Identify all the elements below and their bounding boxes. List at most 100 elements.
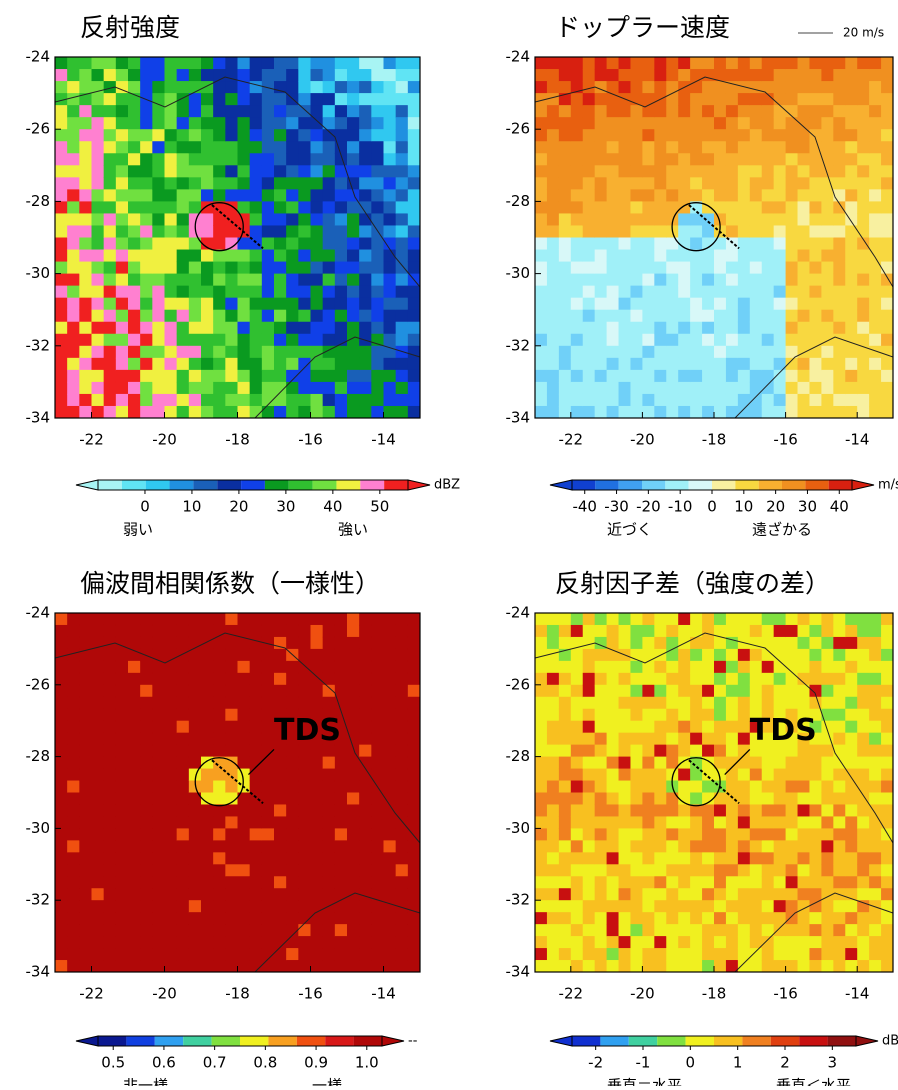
field-cell	[213, 334, 226, 347]
colorbar-tick-label: 30	[276, 498, 295, 516]
field-cell	[845, 262, 857, 275]
field-cell	[881, 213, 893, 226]
field-cell	[79, 225, 92, 238]
field-cell	[274, 225, 287, 238]
field-cell	[298, 625, 311, 637]
field-cell	[128, 840, 141, 852]
field-cell	[140, 912, 153, 924]
field-cell	[630, 81, 642, 94]
field-cell	[140, 153, 153, 166]
field-cell	[869, 793, 881, 805]
field-cell	[104, 370, 117, 383]
field-cell	[583, 912, 595, 924]
field-cell	[92, 828, 105, 840]
field-cell	[335, 346, 348, 359]
field-cell	[213, 81, 226, 94]
field-cell	[547, 358, 559, 371]
field-cell	[666, 852, 678, 864]
field-cell	[274, 334, 287, 347]
field-cell	[619, 709, 631, 721]
field-cell	[798, 912, 810, 924]
field-cell	[702, 840, 714, 852]
field-cell	[786, 649, 798, 661]
field-cell	[335, 936, 348, 948]
field-cell	[140, 117, 153, 130]
field-cell	[881, 394, 893, 407]
field-cell	[654, 406, 666, 419]
colorbar-segment	[600, 1036, 628, 1046]
field-cell	[250, 697, 263, 709]
field-cell	[607, 57, 619, 70]
field-cell	[335, 69, 348, 82]
field-cell	[323, 177, 336, 190]
field-cell	[774, 781, 786, 793]
field-cell	[535, 816, 547, 828]
y-tick-label: -26	[506, 675, 531, 693]
field-cell	[323, 238, 336, 251]
field-cell	[189, 900, 202, 912]
field-cell	[323, 757, 336, 769]
field-cell	[595, 781, 607, 793]
field-cell	[774, 864, 786, 876]
field-cell	[311, 250, 324, 263]
field-cell	[371, 262, 384, 275]
field-cell	[225, 81, 238, 94]
field-cell	[535, 274, 547, 287]
field-cell	[116, 876, 129, 888]
field-cell	[845, 238, 857, 251]
field-cell	[238, 757, 251, 769]
field-cell	[152, 613, 165, 625]
field-cell	[786, 769, 798, 781]
field-cell	[762, 613, 774, 625]
field-cell	[201, 661, 214, 673]
field-cell	[250, 298, 263, 311]
field-cell	[116, 310, 129, 323]
field-cell	[857, 793, 869, 805]
field-cell	[630, 346, 642, 359]
field-cell	[116, 960, 129, 972]
field-cell	[396, 225, 409, 238]
field-cell	[104, 141, 117, 154]
field-cell	[857, 900, 869, 912]
field-cell	[274, 649, 287, 661]
field-cell	[702, 912, 714, 924]
field-cell	[821, 153, 833, 166]
field-cell	[654, 613, 666, 625]
field-cell	[140, 804, 153, 816]
field-cell	[384, 637, 397, 649]
field-cell	[750, 769, 762, 781]
field-cell	[238, 613, 251, 625]
colorbar-tick-label: 1	[733, 1054, 743, 1072]
field-cell	[595, 816, 607, 828]
field-cell	[311, 274, 324, 287]
field-cell	[798, 57, 810, 70]
field-cell	[619, 960, 631, 972]
field-cell	[821, 370, 833, 383]
field-cell	[809, 117, 821, 130]
field-cell	[79, 721, 92, 733]
field-cell	[189, 370, 202, 383]
field-cell	[654, 840, 666, 852]
field-cell	[189, 250, 202, 263]
field-cell	[262, 697, 275, 709]
field-cell	[750, 298, 762, 311]
field-cell	[798, 141, 810, 154]
field-cell	[559, 213, 571, 226]
field-cell	[571, 370, 583, 383]
field-cell	[225, 960, 238, 972]
field-cell	[128, 370, 141, 383]
field-cell	[845, 57, 857, 70]
field-cell	[128, 201, 141, 214]
field-cell	[654, 948, 666, 960]
y-tick-label: -30	[506, 819, 531, 837]
field-cell	[774, 924, 786, 936]
field-cell	[726, 141, 738, 154]
field-cell	[654, 189, 666, 202]
field-cell	[726, 370, 738, 383]
field-cell	[678, 649, 690, 661]
field-cell	[286, 117, 299, 130]
field-cell	[408, 298, 421, 311]
field-cell	[165, 685, 178, 697]
field-cell	[323, 153, 336, 166]
field-cell	[833, 637, 845, 649]
